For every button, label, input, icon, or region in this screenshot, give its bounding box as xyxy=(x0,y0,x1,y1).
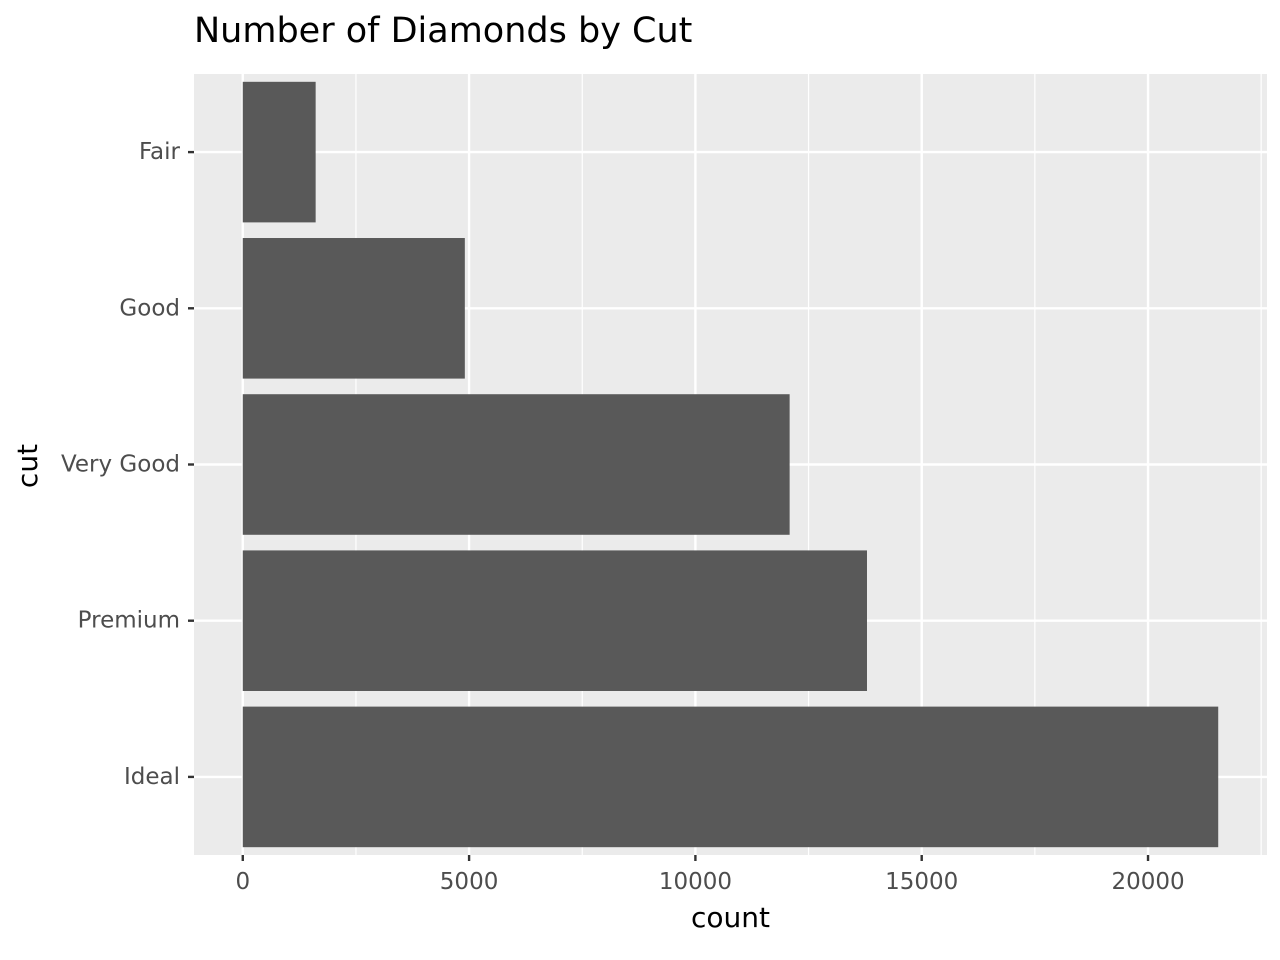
x-axis-title: count xyxy=(691,901,770,934)
y-tick-label: Good xyxy=(119,295,180,321)
y-axis: Fair Good Very Good Premium Ideal xyxy=(61,139,194,790)
bar-fair xyxy=(242,81,316,223)
x-axis: 0 5000 10000 15000 20000 xyxy=(235,855,1185,895)
x-tick-label: 0 xyxy=(235,869,250,895)
x-tick-label: 15000 xyxy=(885,869,958,895)
x-tick-label: 10000 xyxy=(659,869,732,895)
x-tick-label: 20000 xyxy=(1111,869,1184,895)
x-tick-label: 5000 xyxy=(440,869,499,895)
bar-premium xyxy=(242,550,867,691)
y-tick-label: Very Good xyxy=(61,452,180,478)
bar-ideal xyxy=(242,706,1219,848)
bar-very-good xyxy=(242,394,790,535)
y-axis-title: cut xyxy=(11,444,44,488)
y-tick-label: Premium xyxy=(78,608,180,634)
y-tick-label: Fair xyxy=(139,139,181,165)
y-tick-label: Ideal xyxy=(124,764,180,790)
bar-good xyxy=(242,238,465,379)
chart-title: Number of Diamonds by Cut xyxy=(194,11,692,51)
bars xyxy=(242,81,1219,848)
